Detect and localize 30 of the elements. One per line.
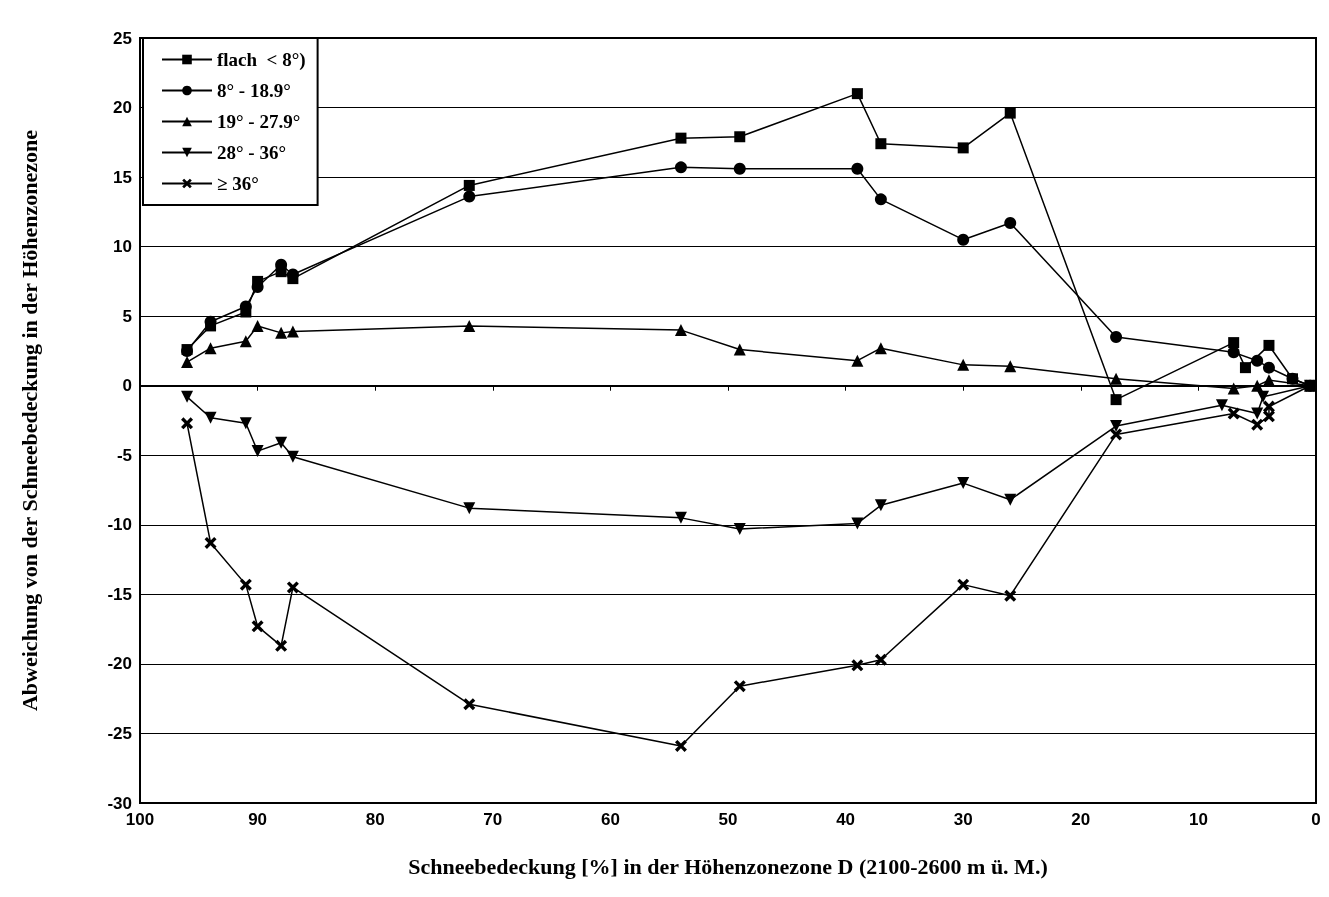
y-tick-label: -25 [107,723,132,743]
legend-label: ≥ 36° [217,173,259,194]
legend-label: 28° - 36° [217,142,287,163]
x-tick-label: 100 [125,810,155,829]
y-tick-label: -5 [116,445,132,465]
x-tick-label: 60 [600,810,620,829]
y-tick-label: -15 [107,584,132,604]
y-tick-label: 15 [113,167,132,187]
x-tick-label: 80 [365,810,385,829]
y-tick-label: 25 [113,28,132,48]
y-tick-label: 0 [122,376,132,396]
y-tick-label: -10 [107,515,132,535]
y-tick-label: 20 [113,98,132,118]
x-tick-label: 90 [248,810,268,829]
x-tick-label: 30 [953,810,973,829]
y-tick-label: 10 [113,237,132,257]
x-tick-label: 40 [836,810,856,829]
x-axis-title: Schneebedeckung [%] in der Höhenzonezone D (2100-2600 m ü. M.) [408,853,1048,879]
y-tick-label: -20 [107,654,132,674]
x-tick-label: 20 [1071,810,1091,829]
legend-label: flach < 8°) [217,49,306,71]
legend-label: 19° - 27.9° [217,111,301,132]
legend-label: 8° - 18.9° [217,80,291,101]
x-tick-label: 50 [718,810,738,829]
x-tick-label: 0 [1311,810,1321,829]
y-tick-label: -30 [107,793,132,813]
y-axis-title: Abweichung von der Schneebedeckung in der Höhenzonezone [16,129,42,712]
y-tick-label: 5 [122,306,132,326]
x-tick-label: 10 [1188,810,1208,829]
x-tick-label: 70 [483,810,503,829]
